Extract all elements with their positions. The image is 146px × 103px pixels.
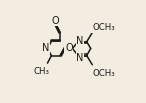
Text: OCH₃: OCH₃: [92, 23, 115, 32]
Text: N: N: [76, 36, 84, 46]
Text: O: O: [52, 16, 59, 26]
Text: OCH₃: OCH₃: [92, 68, 115, 78]
Text: N: N: [76, 53, 84, 63]
Text: CH₃: CH₃: [33, 67, 49, 75]
Text: O: O: [65, 43, 73, 53]
Text: N: N: [42, 43, 49, 53]
